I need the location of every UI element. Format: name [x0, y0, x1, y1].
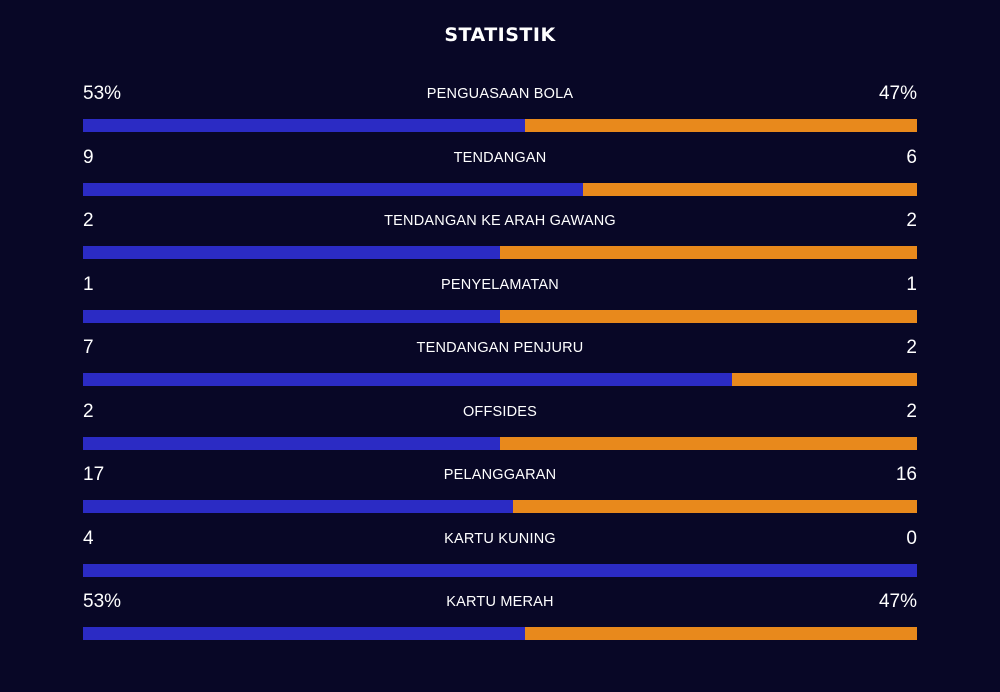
stat-label: TENDANGAN — [453, 149, 547, 166]
home-bar-segment — [83, 563, 917, 577]
stat-label: TENDANGAN PENJURU — [416, 340, 584, 356]
stat-label: OFFSIDES — [462, 403, 538, 420]
stat-row: PENYELAMATAN 1 1 — [83, 269, 917, 333]
home-value: 53% — [83, 83, 122, 104]
away-value: 47% — [878, 591, 917, 612]
home-value: 53% — [83, 591, 122, 612]
stat-label: PELANGGARAN — [443, 467, 557, 483]
stat-label: KARTU MERAH — [446, 594, 554, 610]
away-value: 6 — [906, 146, 917, 168]
away-value: 2 — [906, 210, 917, 231]
comparison-bar — [83, 119, 917, 132]
away-bar-segment — [500, 246, 917, 259]
away-bar-segment — [525, 627, 917, 640]
comparison-bar — [83, 309, 917, 323]
home-value: 2 — [83, 400, 94, 422]
stat-row-header: KARTU MERAH 53% 47% — [83, 586, 917, 616]
home-bar-segment — [83, 246, 500, 259]
away-value: 47% — [878, 83, 917, 104]
stat-row: OFFSIDES 2 2 — [83, 396, 917, 460]
stat-row-header: TENDANGAN 9 6 — [83, 142, 917, 172]
comparison-bar — [83, 627, 917, 640]
home-bar-segment — [83, 627, 525, 640]
stat-row: KARTU MERAH 53% 47% — [83, 586, 917, 650]
comparison-bar — [83, 500, 917, 513]
statistics-title: STATISTIK — [444, 24, 556, 46]
away-bar-segment — [583, 182, 917, 196]
home-bar-segment — [83, 373, 732, 386]
stat-label: TENDANGAN KE ARAH GAWANG — [384, 213, 616, 229]
away-value: 2 — [906, 337, 917, 358]
stat-row-header: PELANGGARAN 17 16 — [83, 459, 917, 489]
away-value: 0 — [906, 527, 917, 549]
away-bar-segment — [500, 436, 917, 450]
away-bar-segment — [525, 119, 917, 132]
stat-row-header: OFFSIDES 2 2 — [83, 396, 917, 426]
away-bar-segment — [500, 309, 917, 323]
stat-row: TENDANGAN KE ARAH GAWANG 2 2 — [83, 205, 917, 269]
home-bar-segment — [83, 309, 500, 323]
home-value: 4 — [83, 527, 94, 549]
stat-row: TENDANGAN 9 6 — [83, 142, 917, 206]
stat-row: TENDANGAN PENJURU 7 2 — [83, 332, 917, 396]
stat-row-header: PENGUASAAN BOLA 53% 47% — [83, 78, 917, 108]
home-value: 1 — [83, 273, 94, 295]
home-value: 9 — [83, 146, 94, 168]
comparison-bar — [83, 182, 917, 196]
comparison-bar — [83, 246, 917, 259]
stat-label: PENGUASAAN BOLA — [426, 86, 574, 102]
stat-row: PELANGGARAN 17 16 — [83, 459, 917, 523]
away-bar-segment — [513, 500, 917, 513]
home-bar-segment — [83, 500, 513, 513]
stats-list: PENGUASAAN BOLA 53% 47% TENDANGAN 9 6 TENDANGA… — [83, 78, 917, 650]
comparison-bar — [83, 373, 917, 386]
stat-row-header: PENYELAMATAN 1 1 — [83, 269, 917, 299]
home-value: 7 — [83, 337, 94, 358]
stat-row-header: TENDANGAN PENJURU 7 2 — [83, 332, 917, 362]
home-bar-segment — [83, 119, 525, 132]
stat-row-header: KARTU KUNING 4 0 — [83, 523, 917, 553]
away-value: 16 — [895, 464, 917, 485]
stat-row: PENGUASAAN BOLA 53% 47% — [83, 78, 917, 142]
comparison-bar — [83, 563, 917, 577]
home-value: 17 — [83, 464, 105, 485]
comparison-bar — [83, 436, 917, 450]
stat-label: PENYELAMATAN — [441, 276, 559, 293]
home-bar-segment — [83, 436, 500, 450]
stat-row: KARTU KUNING 4 0 — [83, 523, 917, 587]
away-value: 1 — [906, 273, 917, 295]
away-bar-segment — [732, 373, 917, 386]
stat-row-header: TENDANGAN KE ARAH GAWANG 2 2 — [83, 205, 917, 235]
away-value: 2 — [906, 400, 917, 422]
home-value: 2 — [83, 210, 94, 231]
home-bar-segment — [83, 182, 583, 196]
stat-label: KARTU KUNING — [444, 530, 556, 547]
